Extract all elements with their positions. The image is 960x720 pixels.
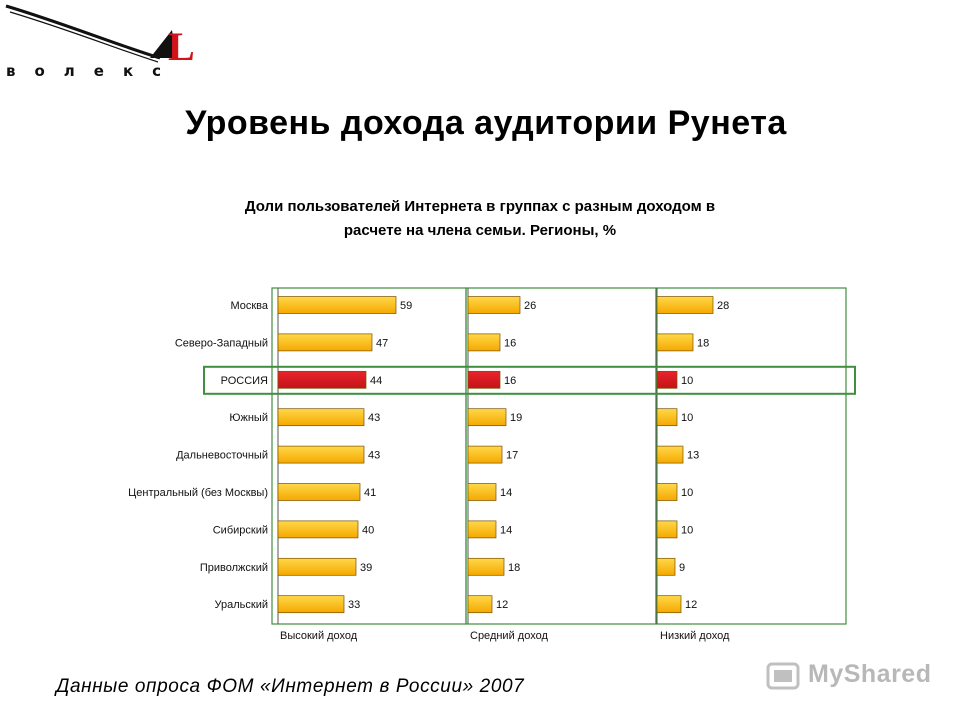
bar-value-label: 17: [506, 450, 518, 462]
bar-value-label: 33: [348, 599, 360, 611]
bar-value-label: 59: [400, 300, 412, 312]
category-label: Приволжский: [200, 562, 268, 574]
bar: [467, 296, 521, 314]
bar-value-label: 10: [681, 412, 693, 424]
bar: [467, 520, 497, 539]
series-label: Средний доход: [470, 630, 548, 642]
bar-value-label: 26: [524, 300, 536, 312]
bar: [277, 483, 361, 501]
bar-value-label: 12: [496, 599, 508, 611]
bar: [277, 445, 365, 464]
category-label: Москва: [230, 300, 268, 312]
bar-value-label: 10: [681, 487, 693, 499]
bar: [467, 557, 505, 576]
panel-frame-3: [655, 287, 847, 625]
bar: [277, 333, 373, 352]
bar: [656, 483, 678, 501]
bar-value-label: 12: [685, 599, 697, 611]
bar: [656, 557, 676, 576]
category-label: Сибирский: [213, 524, 268, 536]
bar: [277, 408, 365, 427]
bar: [467, 333, 501, 352]
watermark-text: MyShared: [808, 660, 932, 688]
chart-title-line-2: расчете на члена семьи. Регионы, %: [343, 222, 617, 239]
source-caption: Данные опроса ФОМ «Интернет в России» 20…: [56, 676, 525, 697]
bar-value-label: 41: [364, 487, 376, 499]
bar-value-label: 14: [500, 524, 512, 536]
bar-value-label: 40: [362, 524, 374, 536]
category-label: Уральский: [215, 599, 268, 611]
bar-value-label: 47: [376, 337, 388, 349]
bar-value-label: 16: [504, 337, 516, 349]
bar: [277, 520, 359, 539]
bar-value-label: 18: [697, 337, 709, 349]
bar: [277, 370, 367, 389]
bar: [467, 595, 493, 614]
volex-logo: L: [5, 4, 195, 69]
logo-letter: L: [168, 24, 195, 69]
category-label: Дальневосточный: [176, 450, 268, 462]
bar-value-label: 18: [508, 562, 520, 574]
bar: [656, 445, 684, 464]
bar: [656, 595, 682, 614]
bar: [656, 520, 678, 539]
bar: [656, 370, 678, 389]
series-label: Низкий доход: [660, 630, 730, 642]
bar-value-label: 44: [370, 375, 382, 387]
bar: [277, 296, 397, 314]
category-label: РОССИЯ: [221, 375, 268, 387]
bar-value-label: 13: [687, 450, 699, 462]
bar: [277, 557, 357, 576]
bar-value-label: 9: [679, 562, 685, 574]
category-label: Северо-Западный: [175, 337, 268, 349]
bar: [277, 595, 345, 614]
logo-text: волекс: [6, 62, 181, 80]
chart-title-line-1: Доли пользователей Интернета в группах с…: [244, 198, 716, 215]
highlight-row-frame: [203, 365, 856, 395]
bar-value-label: 10: [681, 524, 693, 536]
bar: [656, 408, 678, 427]
bar-value-label: 43: [368, 450, 380, 462]
category-label: Южный: [229, 412, 268, 424]
chart-title: Доли пользователей Интернета в группах с…: [140, 195, 820, 243]
bar: [656, 333, 694, 352]
watermark-icon: [766, 662, 800, 690]
bar-value-label: 28: [717, 300, 729, 312]
bar: [467, 370, 501, 389]
bar: [467, 483, 497, 501]
bar: [656, 296, 714, 314]
series-label: Высокий доход: [280, 630, 358, 642]
bar-value-label: 19: [510, 412, 522, 424]
bar-value-label: 39: [360, 562, 372, 574]
bar-value-label: 14: [500, 487, 512, 499]
bar: [467, 445, 503, 464]
bar-value-label: 16: [504, 375, 516, 387]
category-label: Центральный (без Москвы): [128, 487, 268, 499]
bar-value-label: 10: [681, 375, 693, 387]
page-title: Уровень дохода аудитории Рунета: [185, 104, 787, 142]
bar: [467, 408, 507, 427]
bar-value-label: 43: [368, 412, 380, 424]
